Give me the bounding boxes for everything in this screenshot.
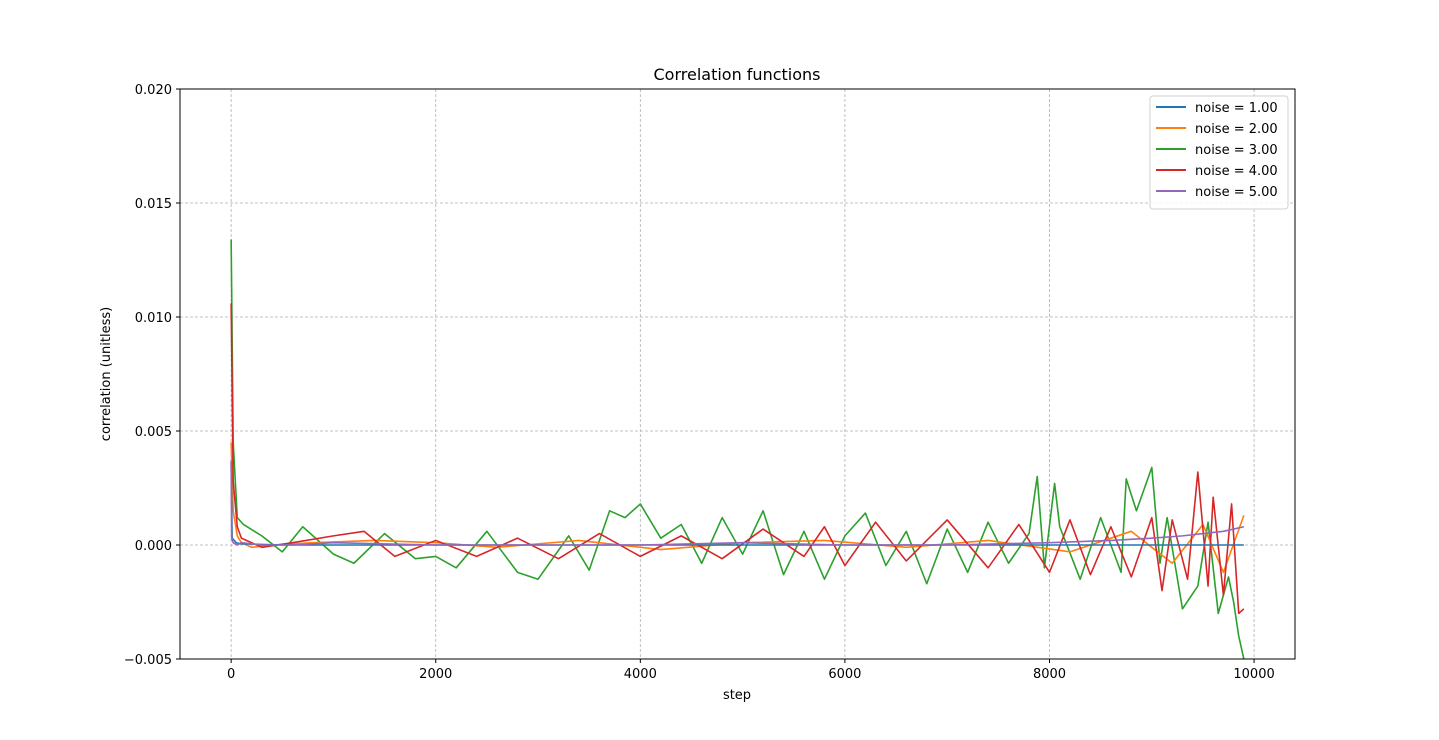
x-tick-label: 8000 (1033, 667, 1066, 682)
y-tick-label: 0.015 (135, 197, 172, 212)
series-lines (230, 239, 1245, 660)
y-tick-label: 0.005 (135, 425, 172, 440)
series-line (230, 460, 1245, 546)
legend-entry: noise = 1.00 (1195, 101, 1278, 116)
x-tick-label: 2000 (419, 667, 452, 682)
y-tick-label: −0.005 (124, 653, 172, 668)
series-line (230, 239, 1245, 660)
y-tick-label: 0.000 (135, 539, 172, 554)
series-line (230, 303, 1245, 615)
legend-entry: noise = 2.00 (1195, 122, 1278, 137)
x-tick-label: 0 (227, 667, 235, 682)
legend-box (1149, 95, 1289, 210)
y-axis-label: correlation (unitless) (99, 307, 114, 441)
legend-entry: noise = 3.00 (1195, 143, 1278, 158)
grid (180, 88, 1295, 660)
x-axis-ticks: 0 2000 4000 6000 8000 10000 (227, 659, 1275, 682)
plot-frame (179, 88, 1296, 660)
x-tick-label: 6000 (828, 667, 861, 682)
x-tick-label: 4000 (624, 667, 657, 682)
y-tick-label: 0.020 (135, 83, 172, 98)
y-tick-label: 0.010 (135, 311, 172, 326)
series-line (230, 442, 1245, 574)
legend-entry: noise = 4.00 (1195, 164, 1278, 179)
x-axis-label: step (723, 688, 751, 703)
chart-title: Correlation functions (653, 65, 820, 84)
x-tick-label: 10000 (1233, 667, 1274, 682)
legend: noise = 1.00 noise = 2.00 noise = 3.00 nois… (1149, 95, 1289, 210)
legend-entry: noise = 5.00 (1195, 185, 1278, 200)
y-axis-ticks: −0.005 0.000 0.005 0.010 0.015 0.020 (124, 83, 180, 668)
series-line (230, 462, 1244, 546)
